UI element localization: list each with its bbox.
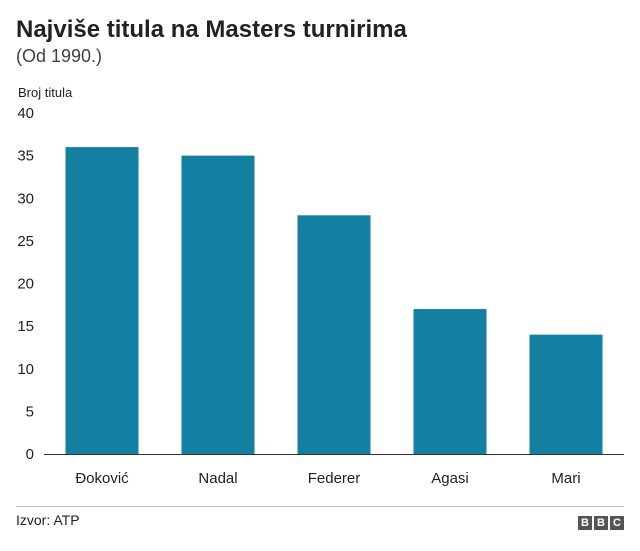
- y-tick-label: 40: [17, 105, 34, 122]
- source-note: Izvor: ATP: [16, 512, 80, 528]
- bar-chart: Broj titula 0 5 10 15 20 25 30 35 40 Đoković Nadal F…: [17, 85, 624, 487]
- y-tick-label: 0: [26, 446, 34, 463]
- footer-divider: [16, 506, 624, 507]
- y-tick-label: 30: [17, 190, 34, 207]
- bar: [181, 155, 255, 454]
- y-tick-label: 5: [26, 403, 34, 420]
- logo-letter: B: [578, 516, 592, 530]
- x-tick-label: Agasi: [431, 470, 469, 487]
- x-tick-label: Đoković: [75, 470, 129, 487]
- chart-subtitle: (Od 1990.): [16, 46, 103, 66]
- x-tick-label: Federer: [308, 470, 361, 487]
- x-tick-label: Nadal: [198, 470, 237, 487]
- y-tick-label: 25: [17, 233, 34, 250]
- y-tick-label: 20: [17, 276, 34, 293]
- bar: [529, 334, 603, 454]
- y-tick-label: 10: [17, 361, 34, 378]
- logo-letter: C: [610, 516, 624, 530]
- y-tick-label: 15: [17, 318, 34, 335]
- bbc-logo: B B C: [578, 516, 624, 530]
- bar: [65, 147, 139, 454]
- chart-title: Najviše titula na Masters turnirima: [16, 16, 407, 43]
- logo-letter: B: [594, 516, 608, 530]
- y-axis-label: Broj titula: [18, 85, 73, 100]
- bar: [413, 309, 487, 454]
- bar: [297, 215, 371, 454]
- y-tick-label: 35: [17, 148, 34, 165]
- x-tick-label: Mari: [551, 470, 580, 487]
